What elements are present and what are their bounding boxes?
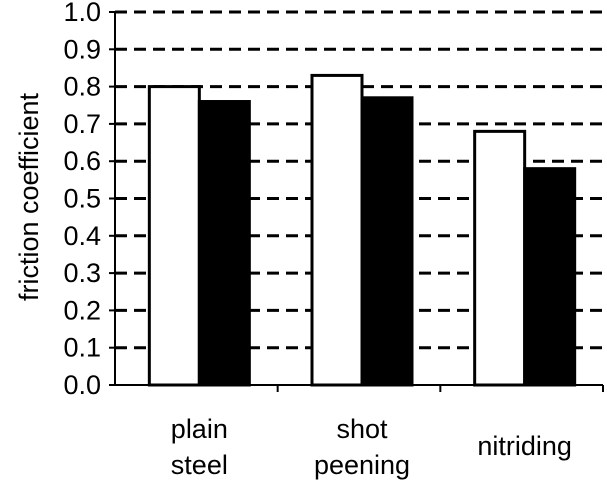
category-label-line: shot (336, 414, 388, 444)
category-label-line: nitriding (477, 431, 572, 461)
y-tick-label: 0.5 (63, 184, 101, 214)
bar (310, 73, 364, 387)
y-tick-labels: 0.0 0.1 0.2 0.3 0.4 0.5 0.6 0.7 0.8 0.9 1.0 (63, 0, 101, 400)
bar (197, 100, 251, 387)
y-tick-label: 0.4 (63, 221, 101, 251)
y-tick-label: 0.3 (63, 258, 101, 288)
y-tick-label: 0.8 (63, 72, 101, 102)
category-label: shot peening (314, 414, 410, 480)
bar (523, 167, 577, 387)
y-tick-label: 0.9 (63, 34, 101, 64)
bars (147, 73, 577, 387)
category-label-line: plain (171, 414, 228, 444)
category-label-line: peening (314, 450, 410, 480)
axes (109, 11, 604, 392)
bar (360, 96, 414, 387)
y-axis-title: friction coefficient (14, 92, 44, 301)
category-label: plain steel (171, 414, 228, 480)
y-tick-label: 0.2 (63, 295, 101, 325)
y-tick-label: 1.0 (63, 0, 101, 27)
y-tick-label: 0.7 (63, 109, 101, 139)
y-tick-label: 0.1 (63, 333, 101, 363)
y-tick-label: 0.0 (63, 370, 101, 400)
category-label: nitriding (477, 431, 572, 461)
category-labels: plain steel shot peening nitriding (171, 414, 572, 480)
bar (147, 85, 201, 387)
category-label-line: steel (171, 450, 228, 480)
bar (473, 129, 527, 387)
y-tick-label: 0.6 (63, 146, 101, 176)
